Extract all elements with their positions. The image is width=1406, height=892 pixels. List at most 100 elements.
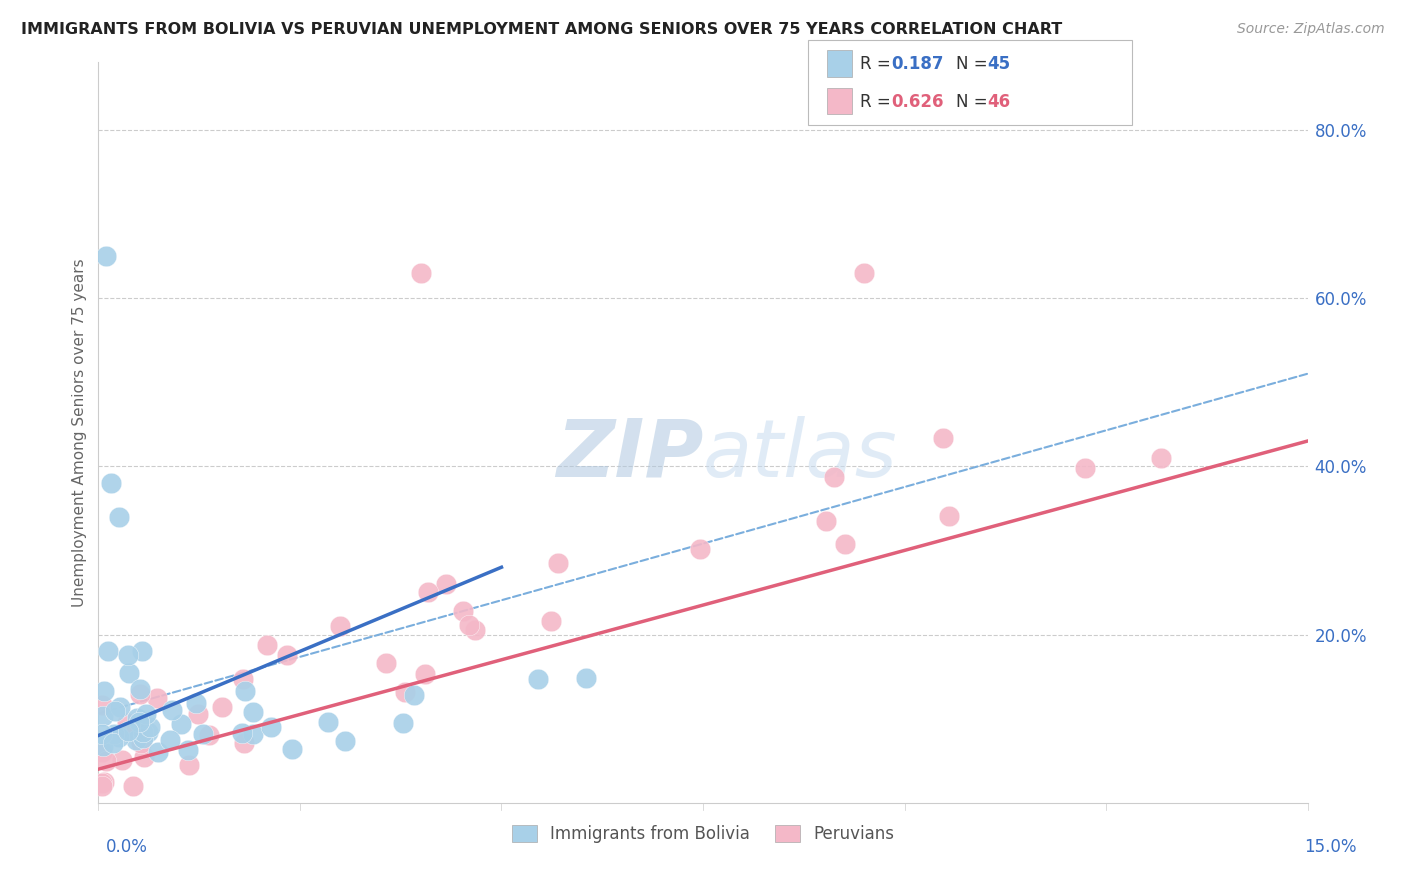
Point xyxy=(211,700,233,714)
Legend: Immigrants from Bolivia, Peruvians: Immigrants from Bolivia, Peruvians xyxy=(505,819,901,850)
Point xyxy=(394,685,416,699)
Point xyxy=(138,720,160,734)
Point xyxy=(91,776,114,790)
Point xyxy=(111,753,134,767)
Point xyxy=(132,724,155,739)
Point xyxy=(527,672,550,686)
Point xyxy=(232,736,254,750)
Text: 45: 45 xyxy=(987,55,1010,73)
Point xyxy=(91,709,114,723)
Point xyxy=(197,728,219,742)
Point xyxy=(689,542,711,557)
Point xyxy=(103,736,125,750)
Point xyxy=(146,745,169,759)
Point xyxy=(159,732,181,747)
Point xyxy=(434,577,457,591)
Point xyxy=(575,671,598,685)
Text: 0.0%: 0.0% xyxy=(105,838,148,855)
Point xyxy=(329,619,352,633)
Text: ZIP: ZIP xyxy=(555,416,703,494)
Point xyxy=(104,704,127,718)
Point xyxy=(100,476,122,491)
Text: 15.0%: 15.0% xyxy=(1305,838,1357,855)
Point xyxy=(184,696,207,710)
Point xyxy=(136,725,159,739)
Point xyxy=(127,711,149,725)
Point xyxy=(853,266,876,280)
Point xyxy=(110,699,132,714)
Point xyxy=(107,509,129,524)
Point xyxy=(97,644,120,658)
Point xyxy=(129,681,152,696)
Point xyxy=(91,745,114,759)
Point xyxy=(177,743,200,757)
Point xyxy=(834,537,856,551)
Point xyxy=(96,754,118,768)
Point xyxy=(114,724,136,739)
Point xyxy=(117,723,139,738)
Point xyxy=(464,624,486,638)
Point xyxy=(146,690,169,705)
Point xyxy=(93,684,115,698)
Point xyxy=(121,779,143,793)
Point xyxy=(1074,461,1097,475)
Point xyxy=(815,514,838,528)
Point xyxy=(187,707,209,722)
Point xyxy=(402,688,425,702)
Point xyxy=(128,686,150,700)
Text: R =: R = xyxy=(860,55,897,73)
Point xyxy=(1150,451,1173,466)
Text: 0.187: 0.187 xyxy=(891,55,943,73)
Point xyxy=(276,648,298,662)
Point xyxy=(932,431,955,445)
Point xyxy=(413,667,436,681)
Point xyxy=(135,706,157,721)
Point xyxy=(91,698,114,712)
Point xyxy=(170,716,193,731)
Point xyxy=(823,470,845,484)
Point xyxy=(233,684,256,698)
Point xyxy=(91,727,114,741)
Point xyxy=(457,618,479,632)
Point xyxy=(117,648,139,662)
Text: N =: N = xyxy=(956,55,993,73)
Point xyxy=(451,604,474,618)
Point xyxy=(540,614,562,628)
Point xyxy=(93,774,115,789)
Point xyxy=(118,665,141,680)
Point xyxy=(392,716,415,731)
Point xyxy=(333,734,356,748)
Text: IMMIGRANTS FROM BOLIVIA VS PERUVIAN UNEMPLOYMENT AMONG SENIORS OVER 75 YEARS COR: IMMIGRANTS FROM BOLIVIA VS PERUVIAN UNEM… xyxy=(21,22,1063,37)
Point xyxy=(103,726,125,740)
Point xyxy=(193,727,215,741)
Text: 0.626: 0.626 xyxy=(891,93,943,111)
Text: atlas: atlas xyxy=(703,416,898,494)
Point xyxy=(131,736,153,750)
Point xyxy=(231,726,253,740)
Point xyxy=(232,672,254,686)
Point xyxy=(91,779,114,793)
Y-axis label: Unemployment Among Seniors over 75 years: Unemployment Among Seniors over 75 years xyxy=(72,259,87,607)
Point xyxy=(281,742,304,756)
Text: R =: R = xyxy=(860,93,897,111)
Point xyxy=(547,556,569,570)
Point xyxy=(256,639,278,653)
Point xyxy=(260,720,283,734)
Point xyxy=(242,705,264,719)
Point xyxy=(416,585,439,599)
Point xyxy=(96,249,118,263)
Point xyxy=(124,723,146,737)
Point xyxy=(132,731,155,745)
Text: N =: N = xyxy=(956,93,993,111)
Point xyxy=(375,657,398,671)
Point xyxy=(242,727,264,741)
Point xyxy=(318,715,340,730)
Point xyxy=(131,644,153,658)
Point xyxy=(115,716,138,731)
Point xyxy=(179,758,201,772)
Point xyxy=(409,266,432,280)
Point xyxy=(160,702,183,716)
Point xyxy=(128,715,150,730)
Point xyxy=(91,739,114,753)
Point xyxy=(124,732,146,747)
